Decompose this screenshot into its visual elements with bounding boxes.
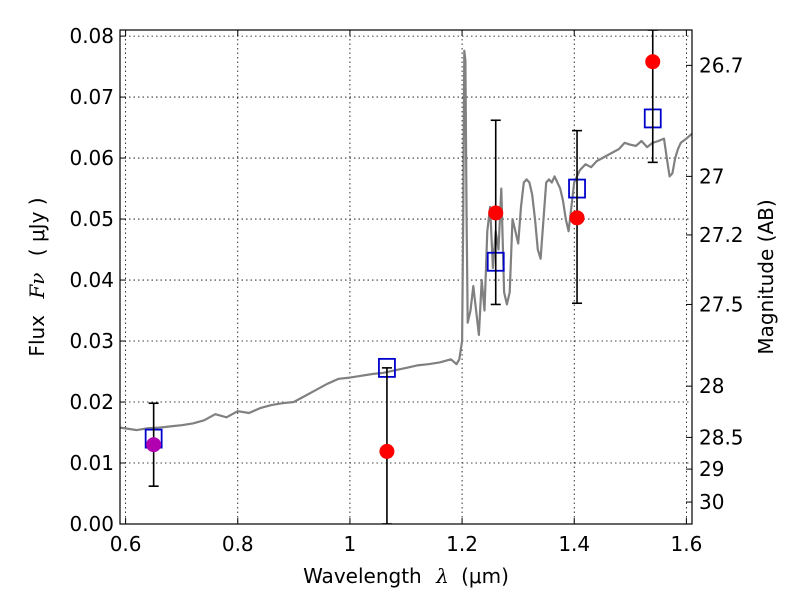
plot-area [120,30,692,524]
x-tick-label: 0.8 [222,532,254,556]
y-tick-label: 0.02 [69,390,114,414]
x-axis-label-unit: (μm) [461,564,509,588]
y2-axis-ticks: 26.7 27 27.2 27.5 28 28.5 29 30 [686,53,744,514]
x-axis-ticks: 0.6 0.8 1 1.2 1.4 1.6 [110,30,702,556]
spectrum-line [120,49,692,432]
observed-photometry-point [569,210,585,226]
x-axis-label: Wavelength λ (μm) [303,564,509,588]
y2-tick-label: 30 [699,490,724,514]
x-axis-label-text: Wavelength [303,564,422,588]
y2-tick-label: 27 [699,164,724,188]
y-axis-ticks: 0.00 0.01 0.02 0.03 0.04 0.05 0.06 0.07 0.08 [69,24,126,536]
x-tick-label: 1.6 [670,532,702,556]
y-tick-label: 0.08 [69,24,114,48]
observed-photometry-point [146,437,162,453]
y2-tick-label: 28.5 [699,425,744,449]
y-axis-label-symbol: Fν [25,273,49,300]
x-tick-label: 1.4 [558,532,590,556]
x-tick-label: 1 [344,532,357,556]
y-tick-label: 0.03 [69,329,114,353]
y2-tick-label: 27.5 [699,292,744,316]
y2-tick-label: 28 [699,374,724,398]
observed-photometry-point [379,443,395,459]
y2-tick-label: 27.2 [699,223,744,247]
y-tick-label: 0.07 [69,85,114,109]
y2-tick-label: 29 [699,457,724,481]
y-axis-label-text: Flux [25,315,49,357]
y-axis-label: Flux Fν ( μJy ) [25,197,49,356]
y-tick-label: 0.04 [69,268,114,292]
x-tick-label: 0.6 [110,532,142,556]
y-tick-label: 0.05 [69,207,114,231]
y-tick-label: 0.06 [69,146,114,170]
x-tick-label: 1.2 [446,532,478,556]
x-axis-label-symbol: λ [435,564,449,588]
observed-photometry-point [488,205,504,221]
plot-clipped-group [120,30,692,524]
observed-photometry-point [645,54,661,70]
grid [120,30,692,524]
y2-tick-label: 26.7 [699,53,744,77]
y-tick-label: 0.00 [69,512,114,536]
axes-frame [119,29,693,525]
y-axis-label-unit: ( μJy ) [25,197,49,256]
y-tick-label: 0.01 [69,451,114,475]
y2-axis-label: Magnitude (AB) [754,199,778,354]
